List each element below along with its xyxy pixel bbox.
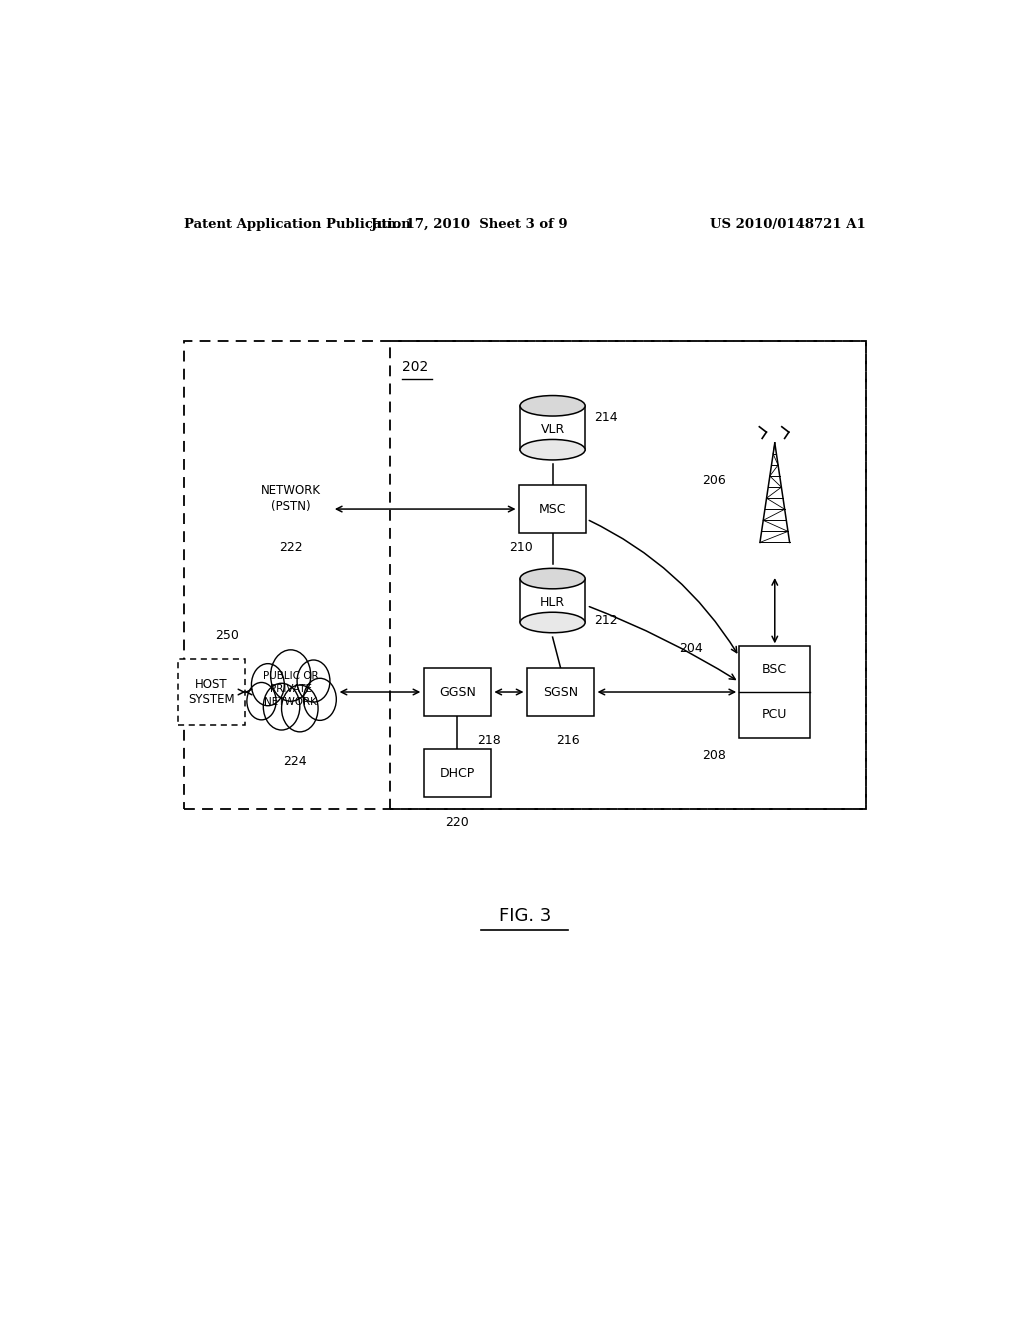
Text: VLR: VLR xyxy=(541,424,564,437)
Bar xyxy=(424,668,492,715)
Bar xyxy=(526,668,594,715)
Circle shape xyxy=(252,664,285,706)
Bar xyxy=(177,659,245,725)
Text: GGSN: GGSN xyxy=(439,685,476,698)
Text: HOST
SYSTEM: HOST SYSTEM xyxy=(188,678,234,706)
Circle shape xyxy=(303,678,336,721)
Text: FIG. 3: FIG. 3 xyxy=(499,907,551,924)
Ellipse shape xyxy=(520,440,585,459)
Ellipse shape xyxy=(520,569,585,589)
Text: Patent Application Publication: Patent Application Publication xyxy=(183,218,411,231)
Text: 206: 206 xyxy=(701,474,726,487)
Text: 208: 208 xyxy=(701,748,726,762)
Text: 224: 224 xyxy=(283,755,306,768)
Text: 218: 218 xyxy=(477,734,501,747)
Text: US 2010/0148721 A1: US 2010/0148721 A1 xyxy=(711,218,866,231)
Circle shape xyxy=(282,685,318,731)
Bar xyxy=(183,342,866,809)
Text: 204: 204 xyxy=(680,642,703,655)
Text: BSC: BSC xyxy=(762,663,787,676)
Circle shape xyxy=(263,684,300,730)
Text: 220: 220 xyxy=(445,816,469,829)
Text: 214: 214 xyxy=(594,411,617,424)
Bar xyxy=(739,647,810,738)
Bar xyxy=(520,405,585,450)
Text: HLR: HLR xyxy=(540,597,565,610)
Circle shape xyxy=(247,682,276,719)
Ellipse shape xyxy=(520,612,585,632)
Text: 222: 222 xyxy=(279,541,302,554)
Text: MSC: MSC xyxy=(539,503,566,516)
Bar xyxy=(390,342,866,809)
Ellipse shape xyxy=(520,396,585,416)
Text: SGSN: SGSN xyxy=(543,685,579,698)
Text: PCU: PCU xyxy=(762,709,787,721)
Bar xyxy=(519,486,587,533)
Circle shape xyxy=(270,649,310,701)
Bar xyxy=(520,578,585,623)
Text: PUBLIC OR
PRIVATE
NETWORK: PUBLIC OR PRIVATE NETWORK xyxy=(263,671,318,708)
Text: DHCP: DHCP xyxy=(439,767,475,780)
Text: NETWORK
(PSTN): NETWORK (PSTN) xyxy=(261,484,321,513)
Text: Jun. 17, 2010  Sheet 3 of 9: Jun. 17, 2010 Sheet 3 of 9 xyxy=(371,218,567,231)
Text: 216: 216 xyxy=(557,734,581,747)
Text: 250: 250 xyxy=(215,628,240,642)
Bar xyxy=(424,750,492,797)
Text: 212: 212 xyxy=(594,614,617,627)
Circle shape xyxy=(297,660,330,702)
Text: 210: 210 xyxy=(509,541,532,554)
Text: 202: 202 xyxy=(401,360,428,374)
